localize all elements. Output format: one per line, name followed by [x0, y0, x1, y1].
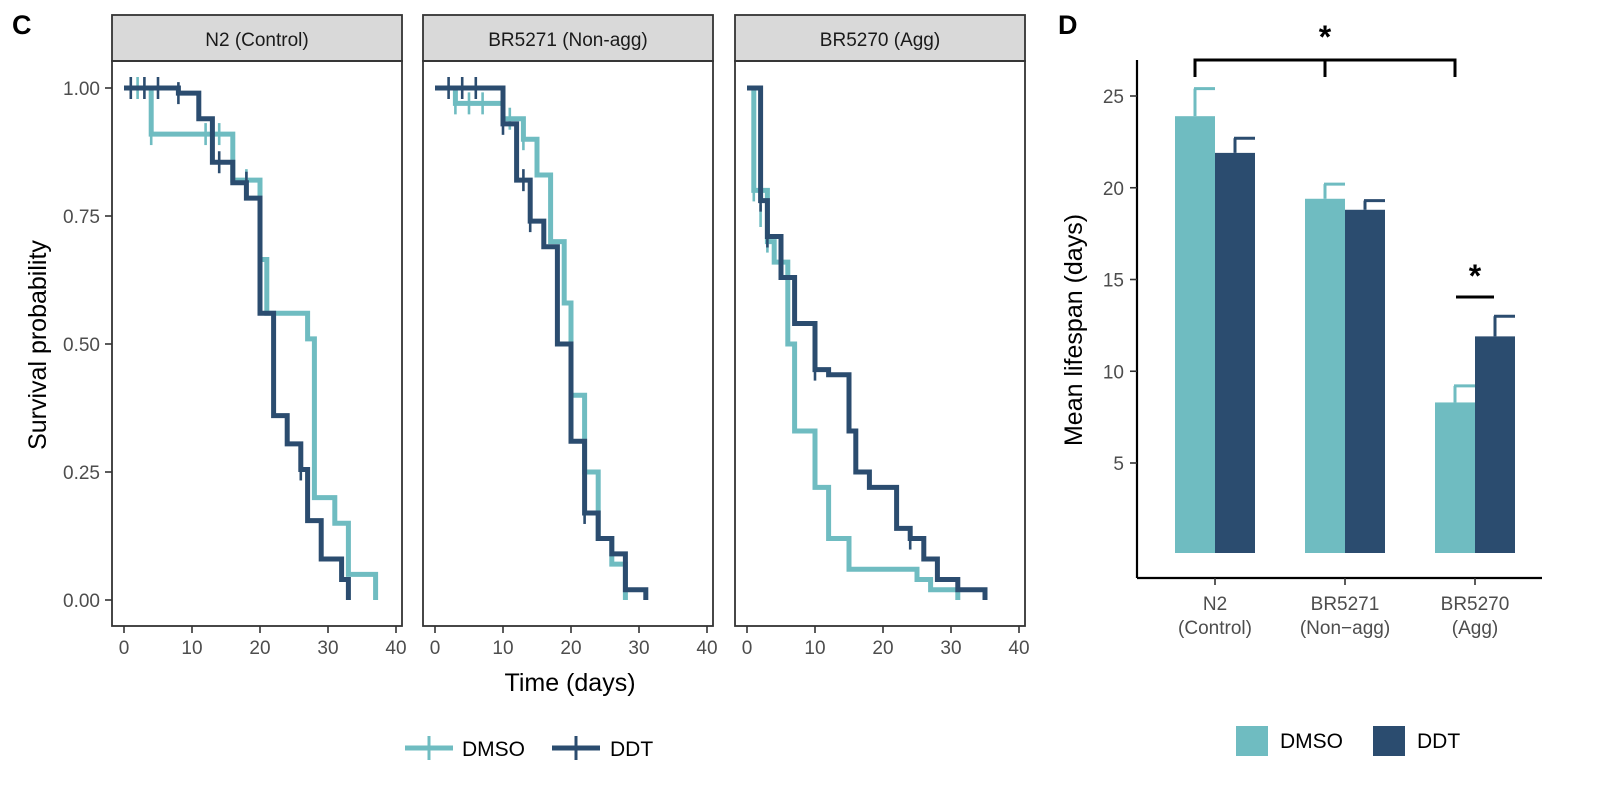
survival-curve-ddt: [747, 85, 988, 600]
km-x-axis-title: Time (days): [504, 669, 635, 697]
x-tick-label: 20: [560, 638, 581, 659]
km-legend: DMSO DDT: [405, 736, 653, 761]
facet-panel-border: [422, 60, 714, 627]
x-tick-label: 40: [385, 638, 406, 659]
bar-legend: DMSO DDT: [1236, 726, 1460, 756]
x-tick-label: 0: [742, 638, 753, 659]
km-facet-n2: N2 (Control) 0 10 20 30 40 0.00 0.25 0.50 0.75 1.0…: [63, 14, 407, 659]
bar-chart: 5 10 15 20 25 N2 (Control) BR5271 (Non−agg) BR527…: [1103, 19, 1542, 639]
facet-strip-label: BR5271 (Non-agg): [488, 30, 647, 51]
bar-legend-dmso-label: DMSO: [1280, 730, 1343, 753]
bar-legend-ddt-swatch: [1373, 726, 1405, 756]
facet-strip: [111, 14, 403, 62]
y-tick-label: 1.00: [63, 79, 100, 100]
x-tick-label: 40: [1008, 638, 1029, 659]
bar-ddt: [1475, 336, 1515, 553]
x-tick-label: 10: [804, 638, 825, 659]
x-tick-label: 20: [249, 638, 270, 659]
x-tick-label: 10: [181, 638, 202, 659]
bar-dmso: [1435, 402, 1475, 553]
y-tick-label: 0.75: [63, 207, 100, 228]
bar-legend-dmso-swatch: [1236, 726, 1268, 756]
x-tick-label: 30: [940, 638, 961, 659]
bar-y-tick-label: 5: [1113, 454, 1124, 475]
bar-y-tick-label: 20: [1103, 179, 1124, 200]
bar-x-tick-sublabel: (Control): [1178, 618, 1252, 639]
facet-strip-label: BR5270 (Agg): [820, 30, 940, 51]
x-tick-label: 10: [492, 638, 513, 659]
x-tick-label: 40: [696, 638, 717, 659]
survival-curve-ddt: [124, 85, 351, 600]
facet-strip: [734, 14, 1026, 62]
bar-legend-ddt-label: DDT: [1417, 730, 1460, 753]
facet-panel-border: [111, 60, 403, 627]
bar-y-tick-label: 25: [1103, 87, 1124, 108]
x-tick-label: 0: [430, 638, 441, 659]
bar-y-tick-label: 10: [1103, 362, 1124, 383]
y-tick-label: 0.25: [63, 463, 100, 484]
facet-panel-border: [734, 60, 1026, 627]
facet-strip: [422, 14, 714, 62]
panel-letter-d: D: [1058, 10, 1078, 40]
km-facet-br5271: BR5271 (Non-agg) 0 10 20 30 40: [422, 14, 718, 659]
bar-x-tick-sublabel: (Non−agg): [1300, 618, 1390, 639]
y-tick-label: 0.00: [63, 591, 100, 612]
significance-bracket-main: [1193, 58, 1457, 77]
bar-x-tick-label: BR5271: [1311, 594, 1380, 615]
bar-x-tick-label: BR5270: [1441, 594, 1510, 615]
significance-star-main: *: [1319, 19, 1332, 55]
panel-letter-c: C: [12, 10, 32, 40]
bar-y-tick-label: 15: [1103, 271, 1124, 292]
bar-ddt: [1215, 152, 1255, 553]
survival-curve-dmso: [747, 85, 961, 600]
km-legend-dmso-label: DMSO: [462, 738, 525, 761]
y-tick-label: 0.50: [63, 335, 100, 356]
bar-x-tick-label: N2: [1203, 594, 1227, 615]
km-facet-br5270: BR5270 (Agg) 0 10 20 30 40: [734, 14, 1030, 659]
bar-ddt: [1345, 209, 1385, 553]
km-y-axis-title: Survival probability: [24, 240, 52, 450]
x-tick-label: 30: [628, 638, 649, 659]
x-tick-label: 20: [872, 638, 893, 659]
bar-x-tick-sublabel: (Agg): [1452, 618, 1498, 639]
survival-curve-dmso: [124, 85, 379, 600]
significance-star-agg: *: [1469, 258, 1482, 294]
km-legend-ddt-label: DDT: [610, 738, 653, 761]
x-tick-label: 30: [317, 638, 338, 659]
survival-curve-ddt: [435, 85, 649, 600]
facet-strip-label: N2 (Control): [205, 30, 308, 51]
x-tick-label: 0: [119, 638, 130, 659]
bar-y-axis-title: Mean lifespan (days): [1060, 214, 1088, 446]
bar-dmso: [1175, 116, 1215, 553]
bar-dmso: [1305, 198, 1345, 553]
